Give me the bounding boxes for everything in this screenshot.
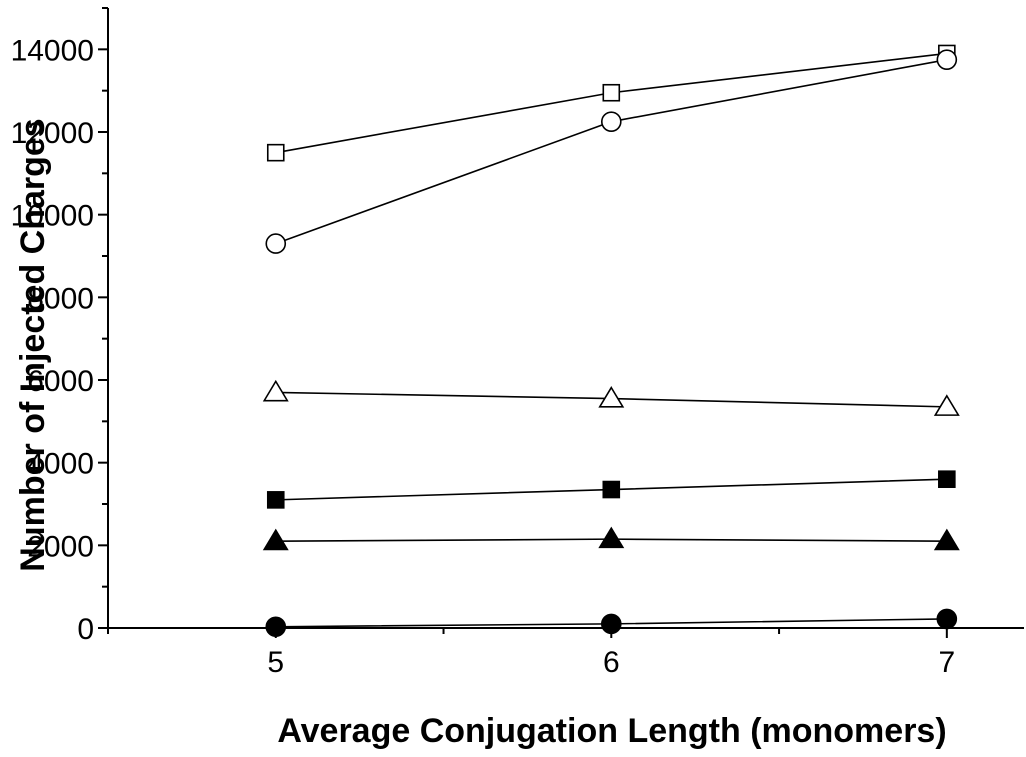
series-6 [265, 608, 958, 638]
x-tick-label: 7 [938, 646, 955, 679]
data-point-triangle [598, 526, 625, 549]
series-4 [266, 470, 956, 509]
axes: 0 2000 4000 6000 8000 10000 12000 14000 5 6 7 [11, 7, 1024, 679]
data-point-square [266, 143, 285, 162]
data-marks [262, 44, 960, 638]
data-point-circle [600, 111, 622, 132]
data-point-circle [265, 233, 287, 254]
data-point-square [266, 491, 285, 509]
x-axis-title: Average Conjugation Length (monomers) [277, 712, 946, 750]
data-point-square [602, 83, 621, 102]
data-point-triangle [262, 528, 289, 551]
data-point-circle [600, 613, 622, 635]
series-line [275, 52, 947, 154]
y-tick-label: 14000 [11, 34, 94, 67]
data-point-triangle [933, 528, 960, 551]
y-tick-label: 0 [77, 613, 94, 646]
x-tick-label: 6 [603, 646, 620, 679]
y-axis-title: Number of Injected Charges [14, 118, 52, 571]
data-point-circle [265, 616, 287, 638]
y-tick-label: 4000 [27, 448, 94, 481]
y-tick-label: 8000 [27, 282, 94, 315]
series-3 [262, 379, 960, 416]
series-2 [265, 49, 958, 254]
y-tick-label: 2000 [27, 530, 94, 563]
y-tick-label: 12000 [11, 117, 94, 150]
data-point-circle [936, 49, 958, 70]
data-point-triangle [598, 386, 625, 408]
y-tick-label: 6000 [27, 365, 94, 398]
series-5 [262, 526, 960, 551]
data-point-triangle [262, 379, 289, 402]
data-point-triangle [933, 394, 960, 416]
x-tick-label: 5 [267, 646, 284, 679]
data-point-square [602, 480, 621, 499]
data-point-circle [936, 608, 958, 630]
data-point-square [938, 470, 956, 489]
y-tick-label: 10000 [11, 200, 94, 233]
series-1 [266, 44, 956, 162]
